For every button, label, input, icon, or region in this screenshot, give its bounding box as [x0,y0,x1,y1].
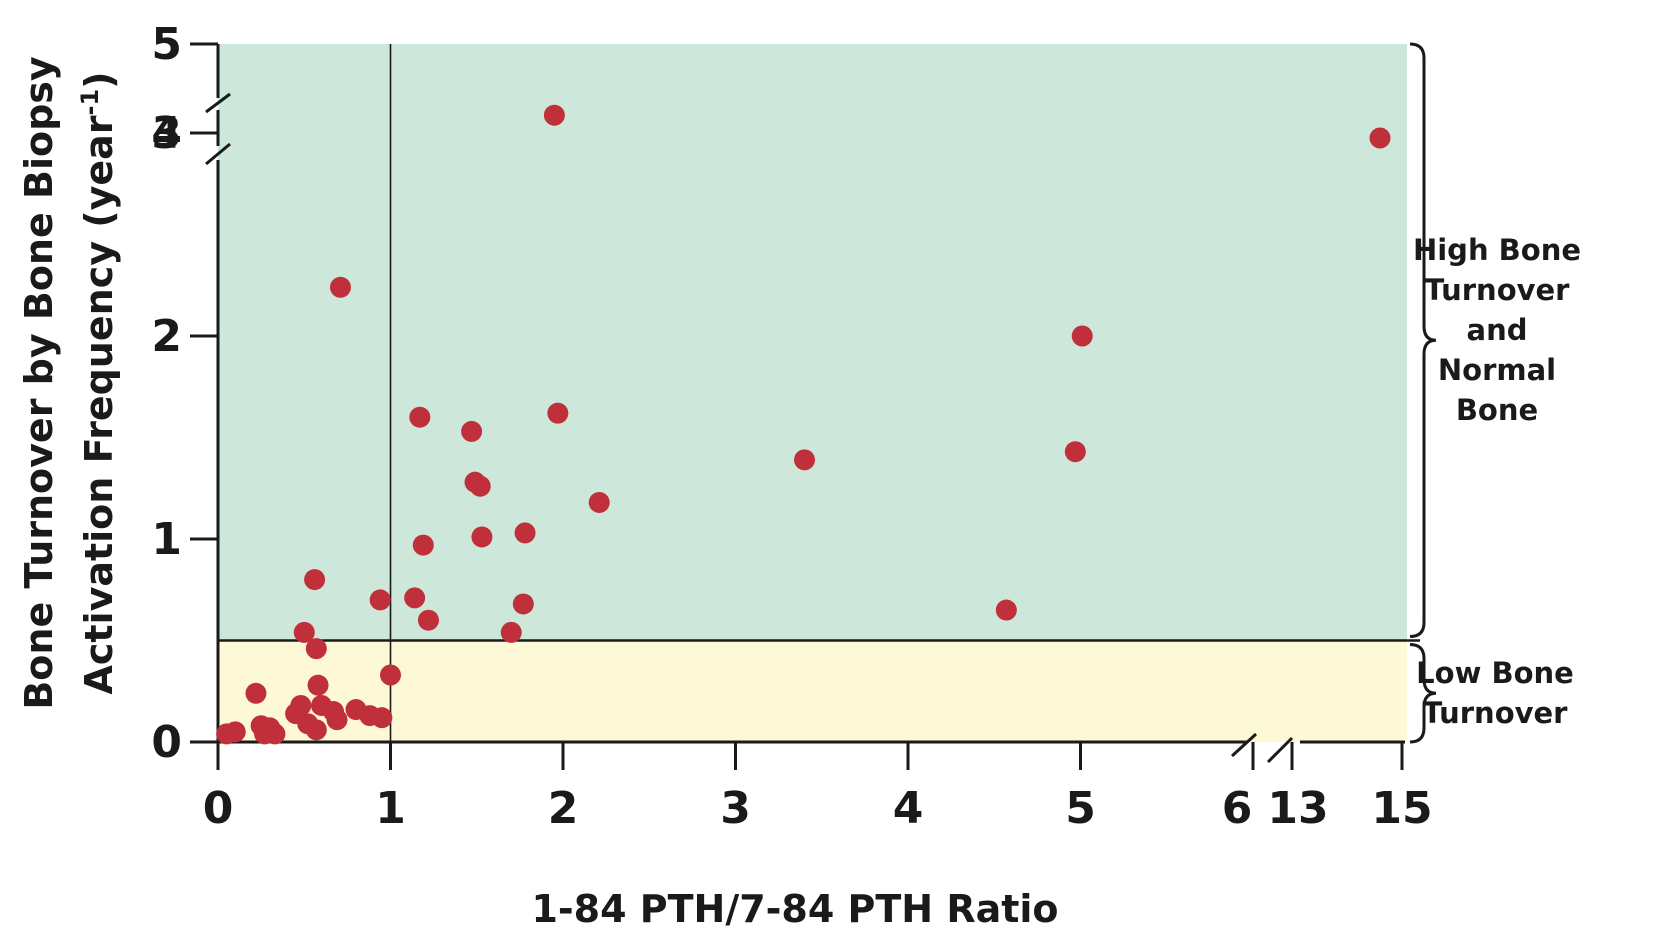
data-point-35 [543,104,565,126]
data-point-12 [305,638,327,660]
regions-layer [218,44,1407,742]
low-turnover-brace [1409,643,1437,744]
data-point-9 [293,621,315,643]
region-band-1 [218,640,1407,742]
data-point-14 [307,674,329,696]
data-point-8 [290,694,312,716]
x-axis-break-mark-left [1230,732,1258,758]
data-point-40 [1064,441,1086,463]
high-turnover-label-line-2: and [1467,313,1528,347]
x-tick-label-3: 3 [720,783,751,834]
y-tick-label-3: 3 [151,108,182,159]
data-point-28 [461,420,483,442]
data-point-33 [512,593,534,615]
data-point-32 [500,621,522,643]
reference-lines-layer [218,44,1420,742]
data-points-layer [216,104,1391,745]
x-tick-label-15: 15 [1371,783,1432,834]
x-tick-label-5: 5 [1065,783,1096,834]
low-turnover-label: Low Bone Turnover [1416,656,1574,730]
high-turnover-label-line-0: High Bone [1413,233,1581,267]
y-axis-break-mark-lower [205,142,231,166]
data-point-39 [995,599,1017,621]
x-tick-label-13: 13 [1267,783,1328,834]
data-point-11 [304,569,326,591]
data-point-13 [305,719,327,741]
high-turnover-label: High Bone Turnover and Normal Bone [1413,233,1581,427]
x-tick-label-1: 1 [375,783,406,834]
high-turnover-brace [1409,42,1437,638]
data-point-38 [794,449,815,471]
high-turnover-label-line-1: Turnover [1425,273,1571,307]
y-tick-label-5: 5 [151,19,182,70]
data-point-30 [469,475,491,497]
y-axis-title-main: Activation Frequency (year [77,115,121,694]
data-point-21 [369,589,391,611]
data-point-24 [404,587,426,609]
data-point-34 [514,522,536,544]
y-tick-label-2: 2 [151,311,182,362]
y-axis-break-mark-upper [205,92,231,114]
axes-layer [190,42,1405,770]
high-turnover-label-line-3: Normal [1438,353,1556,387]
low-turnover-label-line-0: Low Bone [1416,656,1574,690]
data-point-6 [264,723,286,745]
data-point-22 [371,707,393,729]
data-point-2 [245,682,267,704]
data-point-31 [471,526,493,548]
data-point-23 [380,664,401,686]
y-tick-label-4: 4 [151,108,182,159]
x-tick-label-2: 2 [548,783,579,834]
data-point-17 [326,709,348,731]
region-braces-layer: High Bone Turnover and Normal Bone Low Bone Tu… [1409,42,1581,744]
y-axis-title-line1: Bone Turnover by Bone Biopsy [17,56,61,710]
data-point-27 [417,609,439,631]
y-axis-title-line2: Activation Frequency (year-1) [76,71,121,694]
data-point-42 [1369,127,1391,149]
data-point-36 [547,402,569,424]
y-tick-label-1: 1 [151,514,182,565]
region-band-0 [218,44,1407,641]
data-point-37 [588,491,610,513]
data-point-41 [1071,325,1093,347]
y-axis-title-superscript: -1 [76,89,104,116]
high-turnover-label-line-4: Bone [1456,393,1538,427]
data-point-18 [329,276,351,298]
low-turnover-label-line-1: Turnover [1423,696,1569,730]
x-tick-label-6: 6 [1222,783,1253,834]
data-point-25 [409,406,431,428]
y-tick-label-0: 0 [151,717,182,768]
x-axis-break-mark-right [1266,736,1294,764]
y-axis-title-close: ) [77,71,121,88]
data-point-1 [224,721,246,743]
x-axis-title: 1-84 PTH/7-84 PTH Ratio [531,887,1058,931]
x-tick-label-4: 4 [893,783,924,834]
x-tick-label-0: 0 [203,783,234,834]
data-point-26 [412,534,434,556]
